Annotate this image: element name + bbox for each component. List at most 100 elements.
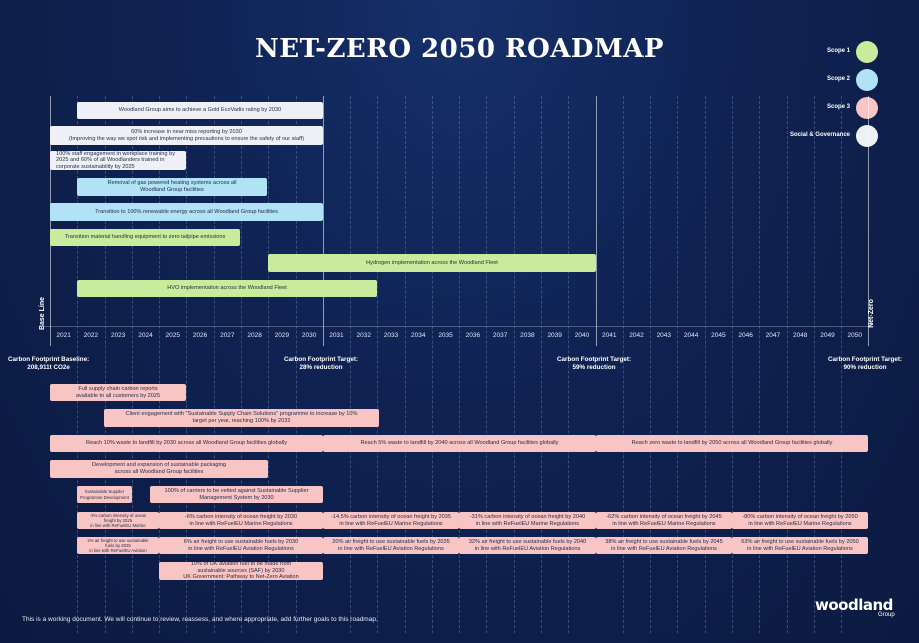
year-label: 2023 (110, 332, 126, 339)
year-gridline (77, 96, 79, 633)
year-label: 2025 (165, 332, 180, 339)
year-label: 2043 (656, 332, 672, 339)
page-title: NET-ZERO 2050 ROADMAP (255, 34, 664, 64)
goal-ocean-2035: -14.5% carbon intensity of ocean freight… (323, 512, 459, 529)
milestone-line (322, 96, 324, 346)
legend-label: Scope 3 (826, 104, 850, 110)
goal-ocean-2040: -31% carbon intensity of ocean freight b… (459, 512, 596, 529)
year-label: 2037 (492, 332, 508, 339)
goal-client-engagement: Client engagement with "Sustainable Supp… (104, 409, 379, 427)
target-2040: Carbon Footprint Target: 59% reduction (557, 356, 631, 372)
year-gridline (759, 96, 761, 633)
goal-near-miss: 60% increase in near miss reporting by 2… (50, 126, 323, 145)
year-gridline (431, 96, 433, 633)
year-gridline (377, 96, 379, 633)
legend-scope-3: Scope 3 (780, 97, 900, 121)
goal-air-2035: 20% air freight to use sustainable fuels… (323, 537, 459, 554)
target-value: 90% reduction (843, 364, 887, 371)
year-gridline (404, 96, 406, 633)
year-label: 2030 (301, 332, 317, 339)
year-gridline (704, 96, 706, 633)
goal-waste-2030: Reach 10% waste to landfill by 2030 acro… (50, 435, 323, 452)
year-label: 2034 (411, 332, 426, 339)
year-gridline (841, 96, 843, 633)
legend-scope-2: Scope 2 (780, 69, 900, 93)
goal-air-2030: 6% air freight to use sustainable fuels … (159, 537, 323, 554)
year-label: 2022 (83, 332, 99, 339)
target-title: Carbon Footprint Baseline: (8, 356, 90, 363)
goal-ocean-2045: -62% carbon intensity of ocean freight b… (596, 512, 732, 529)
milestone-line (595, 96, 597, 346)
goal-material-handling: Transition material handling equipment t… (50, 229, 240, 246)
year-label: 2024 (138, 332, 153, 339)
year-label: 2048 (792, 332, 808, 339)
goal-ocean-2030: -6% carbon intensity of ocean freight by… (159, 512, 323, 529)
year-gridline (104, 96, 106, 633)
year-label: 2028 (247, 332, 262, 339)
year-label: 2045 (711, 332, 726, 339)
year-gridline (568, 96, 570, 633)
goal-hydrogen: Hydrogen implementation across the Woodl… (268, 254, 596, 272)
year-label: 2031 (329, 332, 344, 339)
legend-swatch (856, 41, 878, 63)
legend-scope-1: Scope 1 (780, 41, 900, 65)
goal-sustainable-packaging: Development and expansion of sustainable… (50, 460, 268, 478)
year-gridline (677, 96, 679, 633)
goal-air-2040: 32% air freight to use sustainable fuels… (459, 537, 596, 554)
legend-label: Social & Governance (789, 132, 850, 138)
goal-waste-2050: Reach zero waste to landfill by 2050 acr… (596, 435, 868, 452)
milestone-line (868, 96, 870, 346)
year-label: 2026 (192, 332, 208, 339)
year-label: 2049 (820, 332, 835, 339)
year-gridline (513, 96, 515, 633)
year-gridline (622, 96, 624, 633)
goal-waste-2040: Reach 5% waste to landfill by 2040 acros… (323, 435, 596, 452)
legend-label: Scope 1 (826, 48, 850, 54)
year-gridline (786, 96, 788, 633)
legend-label: Scope 2 (826, 76, 850, 82)
legend-swatch (856, 125, 878, 147)
company-logo-sub: Group (878, 612, 895, 618)
year-gridline (813, 96, 815, 633)
year-gridline (459, 96, 461, 633)
year-label: 2035 (438, 332, 453, 339)
year-gridline (541, 96, 543, 633)
goal-air-2045: 38% air freight to use sustainable fuels… (596, 537, 732, 554)
year-gridline (350, 96, 352, 633)
target-title: Carbon Footprint Target: (284, 356, 359, 363)
year-gridline (486, 96, 488, 633)
year-label: 2032 (356, 332, 371, 339)
baseline-label: Base Line (39, 296, 47, 331)
goal-supplier-programme: Sustainable Supplier Programme Developme… (77, 486, 132, 503)
goal-uk-aviation-saf: 10% of UK aviation fuel to be made from … (159, 562, 323, 580)
goal-air-2050: 63% air freight to use sustainable fuels… (732, 537, 868, 554)
year-label: 2021 (56, 332, 71, 339)
goal-renewable-energy: Transition to 100% renewable energy acro… (50, 203, 323, 221)
year-gridline (131, 96, 133, 633)
target-value: 59% reduction (572, 364, 616, 371)
target-title: Carbon Footprint Target: (557, 356, 632, 363)
goal-ecovadis: Woodland Group aims to achieve a Gold Ec… (77, 102, 323, 119)
target-2050: Carbon Footprint Target: 90% reduction (828, 356, 902, 372)
year-label: 2029 (274, 332, 290, 339)
year-label: 2027 (220, 332, 235, 339)
year-label: 2044 (683, 332, 699, 339)
year-gridline (159, 96, 161, 633)
year-label: 2040 (574, 332, 590, 339)
netzero-label: Net-Zero (867, 299, 875, 328)
year-gridline (240, 96, 242, 633)
goal-air-2025: 2% air freight to use sustainable fuels … (77, 537, 159, 554)
footer-note: This is a working document. We will cont… (22, 616, 378, 623)
company-logo: woodland (815, 596, 893, 614)
target-title: Carbon Footprint Target: (828, 356, 903, 363)
goal-ocean-2025: -2% carbon intensity of ocean freight by… (77, 512, 159, 529)
goal-carriers-vetted: 100% of carriers to be vetted against Su… (150, 486, 323, 503)
timeline-axis (44, 326, 874, 327)
year-gridline (186, 96, 188, 633)
year-gridline (213, 96, 215, 633)
year-label: 2042 (629, 332, 644, 339)
target-2030: Carbon Footprint Target: 28% reduction (284, 356, 358, 372)
legend-swatch (856, 69, 878, 91)
baseline-target: Carbon Footprint Baseline: 208,911t CO2e (8, 356, 89, 372)
milestone-line (50, 96, 51, 346)
